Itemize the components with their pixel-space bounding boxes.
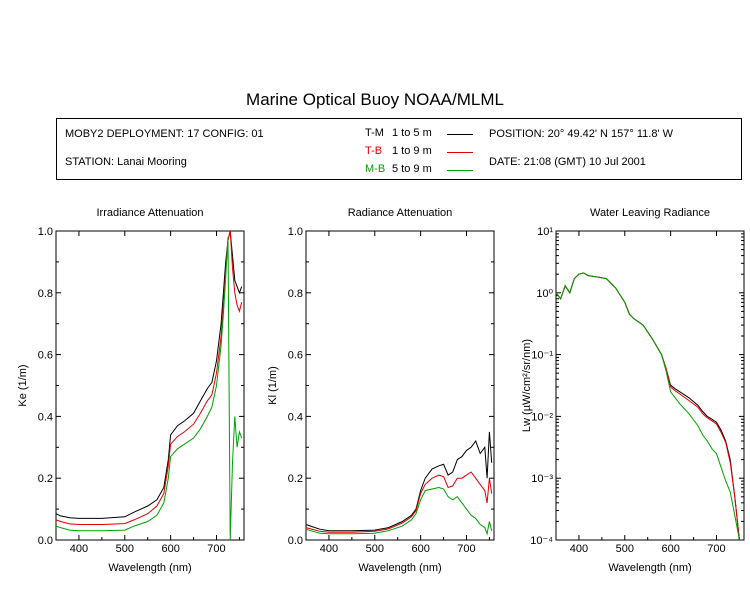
legend-swatch-mb: [447, 170, 473, 171]
series-line-m-b: [555, 272, 740, 541]
position-text: POSITION: 20° 49.42' N 157° 11.8' W: [489, 128, 673, 140]
y-tick-label: 0.2: [38, 473, 53, 485]
y-tick-label: 0.0: [288, 535, 303, 547]
chart-title: Irradiance Attenuation: [96, 207, 203, 219]
series-line-t-b: [55, 230, 243, 525]
x-tick-label: 600: [411, 543, 429, 555]
y-tick-label: 1.0: [38, 226, 53, 238]
series-line-t-m: [305, 431, 493, 532]
chart-title: Radiance Attenuation: [348, 207, 453, 219]
date-text: DATE: 21:08 (GMT) 10 Jul 2001: [489, 156, 646, 168]
plot-frame: [55, 230, 245, 541]
x-tick-label: 600: [161, 543, 179, 555]
series-line-t-b: [305, 471, 493, 533]
x-tick-label: 400: [570, 543, 588, 555]
y-tick-label: 0.6: [288, 350, 303, 362]
y-tick-label: 1.0: [288, 226, 303, 238]
series-line-m-b: [55, 237, 243, 541]
info-box: MOBY2 DEPLOYMENT: 17 CONFIG: 01 STATION:…: [56, 118, 742, 180]
x-tick-label: 400: [70, 543, 88, 555]
y-tick-label: 0.4: [38, 411, 53, 423]
y-tick-label: 0.8: [38, 288, 53, 300]
y-tick-label: 0.0: [38, 535, 53, 547]
y-axis-label: Ke (1/m): [17, 364, 29, 406]
legend-code-tm: T-M: [365, 127, 384, 139]
y-tick-label: 0.6: [38, 350, 53, 362]
legend-swatch-tb: [447, 152, 473, 153]
y-tick-label: 0.8: [288, 288, 303, 300]
series-line-m-b: [305, 486, 493, 536]
y-axis-label: Lw (µW/cm²/sr/nm): [521, 339, 533, 432]
legend-code-mb: M-B: [365, 163, 386, 175]
y-tick-label: 10⁰: [536, 288, 553, 300]
page-title: Marine Optical Buoy NOAA/MLML: [246, 90, 504, 109]
legend-range-tb: 1 to 9 m: [392, 145, 432, 157]
deployment-text: MOBY2 DEPLOYMENT: 17 CONFIG: 01: [65, 128, 264, 140]
y-tick-label: 0.2: [288, 473, 303, 485]
series-line-t-m: [555, 272, 740, 541]
x-tick-label: 700: [457, 543, 475, 555]
y-axis-label: Kl (1/m): [267, 366, 279, 405]
x-tick-label: 500: [116, 543, 134, 555]
x-tick-label: 700: [207, 543, 225, 555]
legend-code-tb: T-B: [365, 145, 383, 157]
x-tick-label: 600: [661, 543, 679, 555]
chart-title: Water Leaving Radiance: [590, 207, 710, 219]
x-tick-label: 500: [366, 543, 384, 555]
y-tick-label: 10⁻²: [531, 411, 553, 423]
legend-range-mb: 5 to 9 m: [392, 163, 432, 175]
x-axis-label: Wavelength (nm): [358, 562, 441, 574]
x-axis-label: Wavelength (nm): [108, 562, 191, 574]
y-tick-label: 10⁻³: [531, 473, 553, 485]
y-tick-label: 10⁻⁴: [530, 535, 553, 547]
station-text: STATION: Lanai Mooring: [65, 156, 187, 168]
plot-frame: [555, 230, 745, 541]
x-tick-label: 500: [616, 543, 634, 555]
y-tick-label: 10⁻¹: [531, 350, 553, 362]
x-tick-label: 700: [707, 543, 725, 555]
y-tick-label: 0.4: [288, 411, 303, 423]
x-axis-label: Wavelength (nm): [608, 562, 691, 574]
legend-range-tm: 1 to 5 m: [392, 127, 432, 139]
legend-swatch-tm: [447, 134, 473, 135]
x-tick-label: 400: [320, 543, 338, 555]
series-line-t-b: [555, 272, 740, 541]
y-tick-label: 10¹: [537, 226, 553, 238]
series-line-t-m: [55, 230, 243, 519]
plot-frame: [305, 230, 495, 541]
